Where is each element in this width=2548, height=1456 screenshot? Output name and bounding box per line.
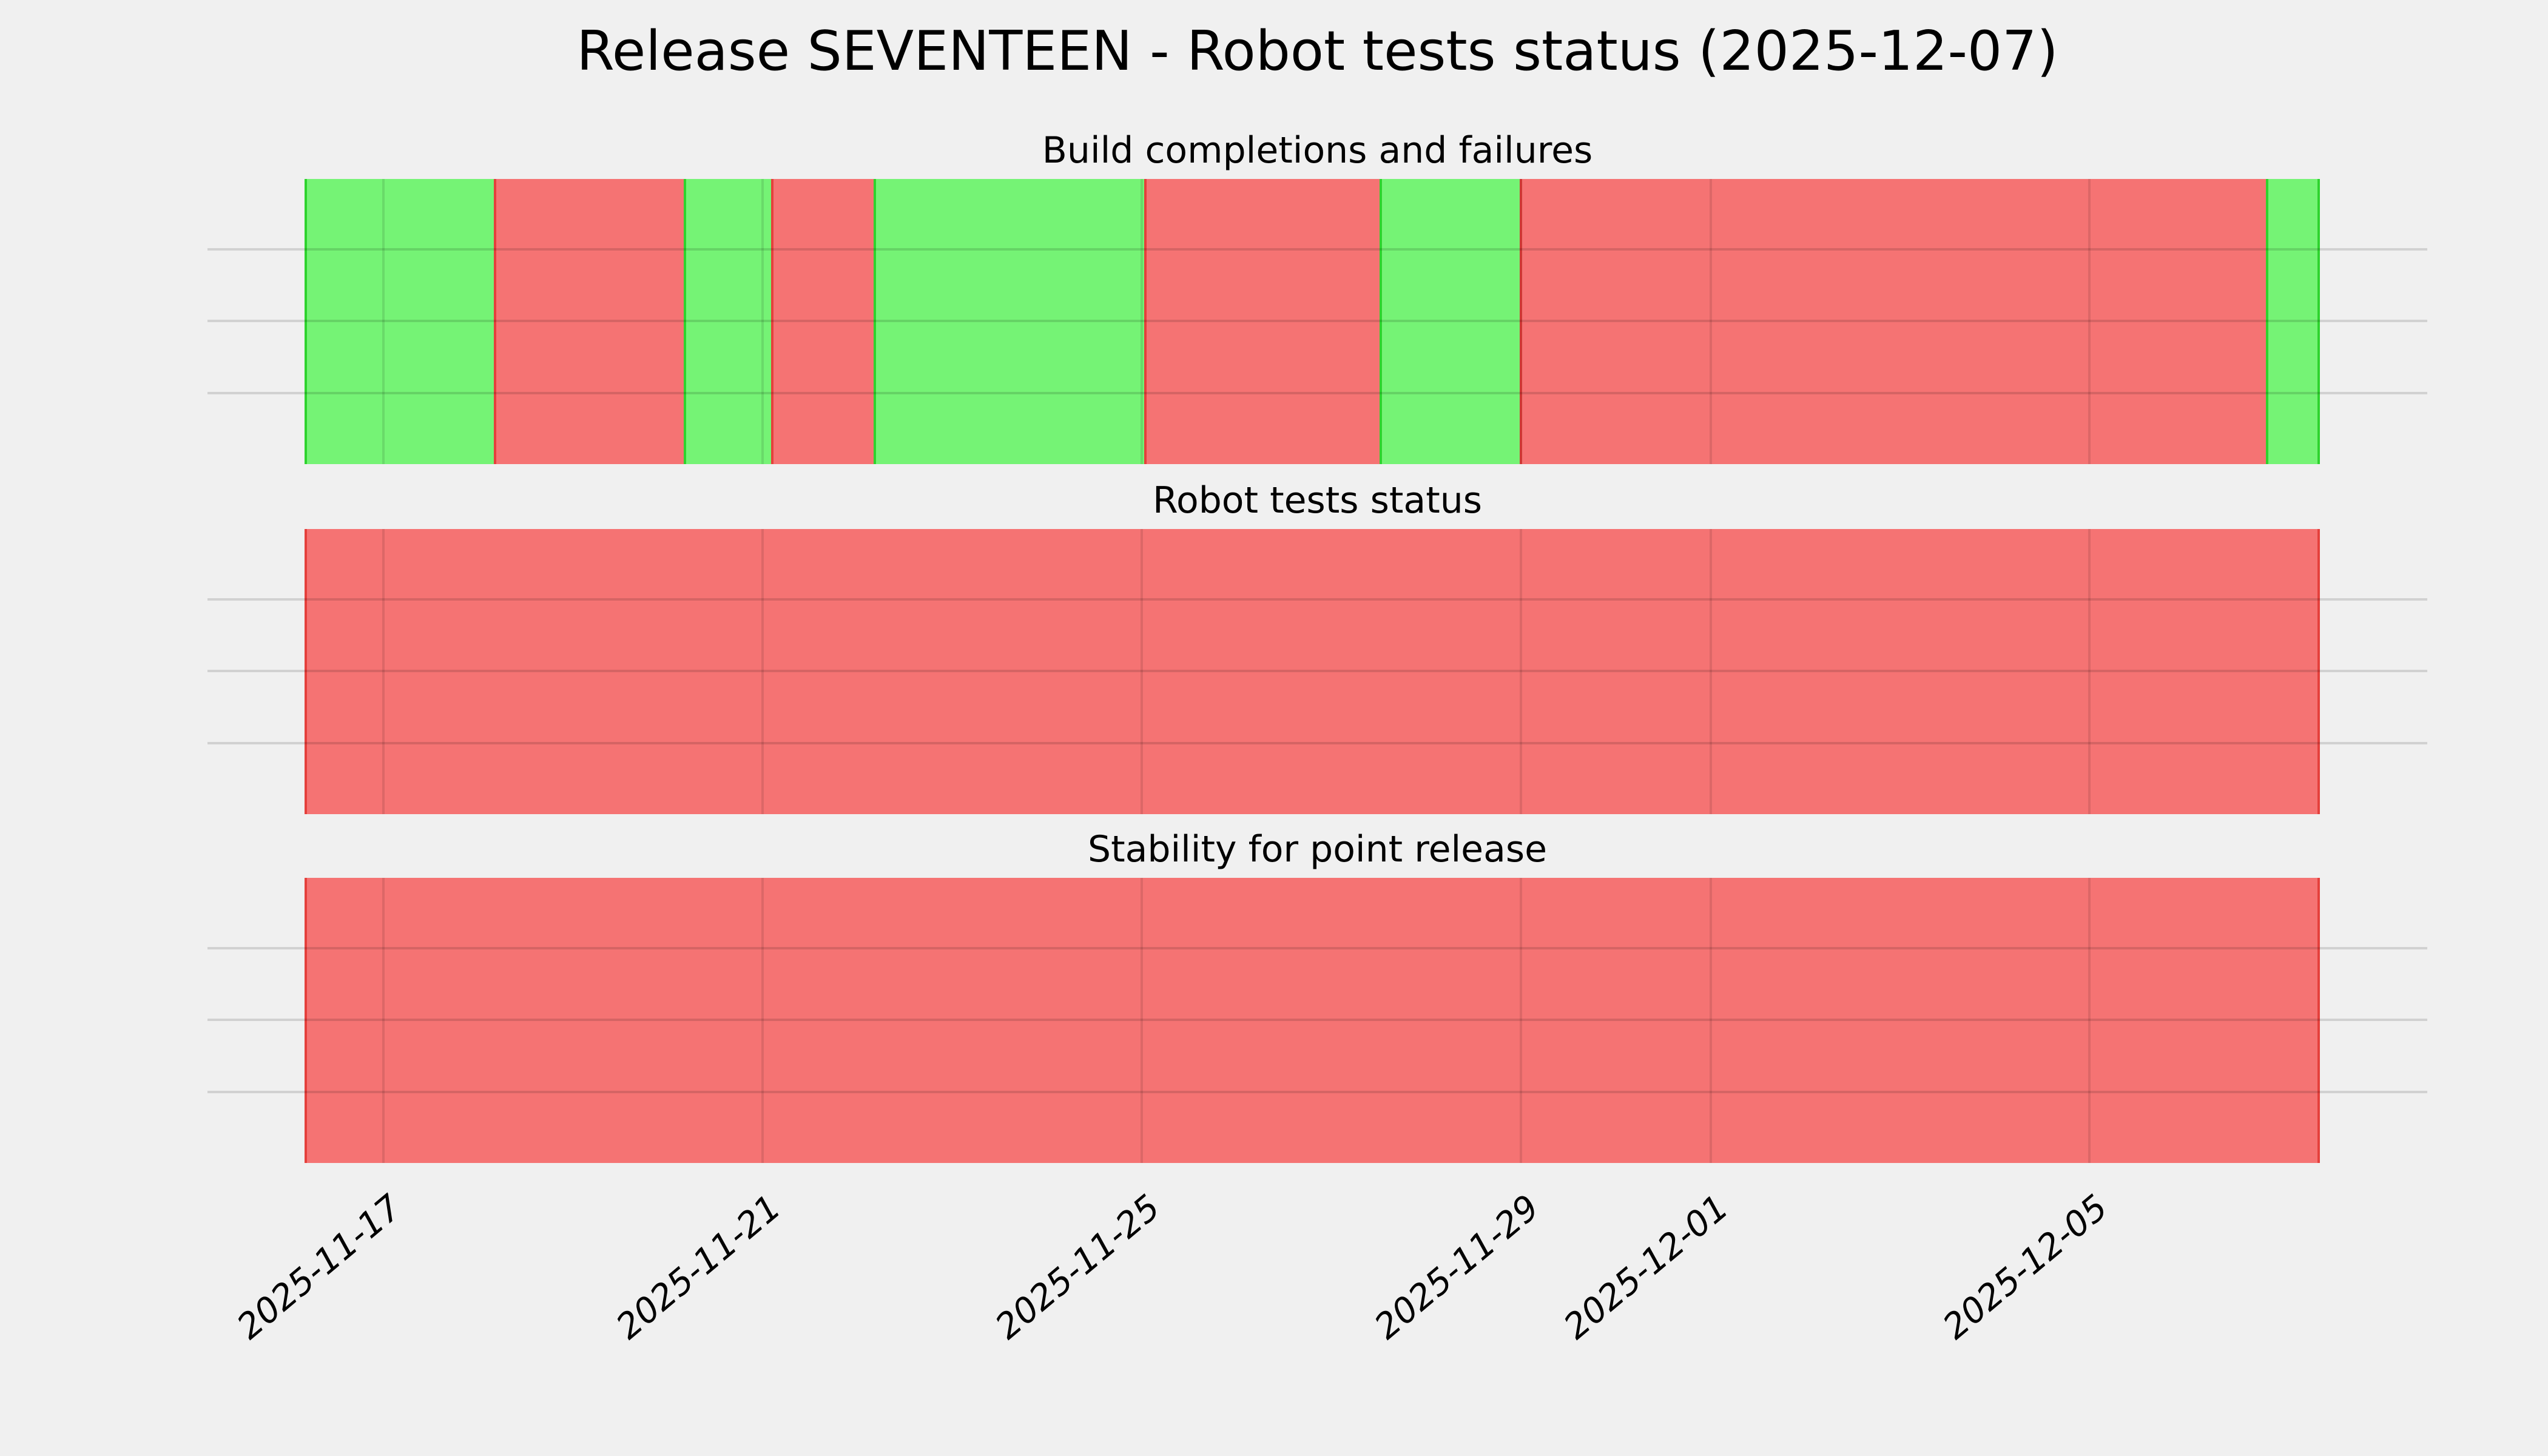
v-gridline [2088,179,2091,464]
status-segment-failure [304,878,2320,1163]
h-gridline [207,947,2427,950]
h-gridline [207,248,2427,251]
x-tick-label: 2025-11-25 [988,1187,1168,1347]
status-segment-success [1380,179,1520,464]
v-gridline [1709,529,1712,814]
v-gridline [2088,878,2091,1163]
bars-track [304,179,2320,464]
plot-area [207,529,2427,814]
v-gridline [2088,529,2091,814]
subplot-stability: Stability for point release [207,828,2427,1163]
subplot-title: Robot tests status [1152,479,1483,522]
subplot-build-completions: Build completions and failures [207,129,2427,464]
v-gridline [1520,179,1523,464]
h-gridline [207,1019,2427,1022]
v-gridline [382,878,385,1163]
status-segment-failure [494,179,684,464]
bars-track [304,878,2320,1163]
v-gridline [382,529,385,814]
bars-track [304,529,2320,814]
h-gridline [207,670,2427,673]
status-segment-success [304,179,494,464]
h-gridline [207,741,2427,744]
subplot-robot-tests: Robot tests status [207,479,2427,814]
h-gridline [207,1090,2427,1093]
status-segment-failure [1144,179,1380,464]
x-tick-label: 2025-12-05 [1935,1187,2115,1347]
v-gridline [761,529,764,814]
h-gridline [207,598,2427,601]
x-axis: 2025-11-17 2025-11-21 2025-11-25 2025-11-29… [207,1187,2427,1387]
status-segment-failure [771,179,874,464]
v-gridline [1520,529,1523,814]
x-tick-label: 2025-11-21 [608,1187,789,1347]
v-gridline [1141,179,1144,464]
h-gridline [207,391,2427,394]
status-segment-failure [304,529,2320,814]
v-gridline [1709,179,1712,464]
v-gridline [1141,529,1144,814]
subplot-title: Stability for point release [1087,828,1548,871]
status-segment-success [2266,179,2320,464]
status-segment-success [684,179,772,464]
v-gridline [1141,878,1144,1163]
subplot-title: Build completions and failures [1042,129,1593,172]
figure-title: Release SEVENTEEN - Robot tests status (… [576,19,2058,83]
v-gridline [382,179,385,464]
status-segment-failure [1520,179,2267,464]
x-tick-label: 2025-11-29 [1367,1187,1547,1347]
x-tick-label: 2025-11-17 [229,1187,410,1347]
v-gridline [1520,878,1523,1163]
x-tick-label: 2025-12-01 [1556,1187,1736,1347]
plot-area [207,878,2427,1163]
v-gridline [1709,878,1712,1163]
status-segment-success [874,179,1145,464]
v-gridline [761,179,764,464]
h-gridline [207,320,2427,323]
plot-area [207,179,2427,464]
v-gridline [761,878,764,1163]
